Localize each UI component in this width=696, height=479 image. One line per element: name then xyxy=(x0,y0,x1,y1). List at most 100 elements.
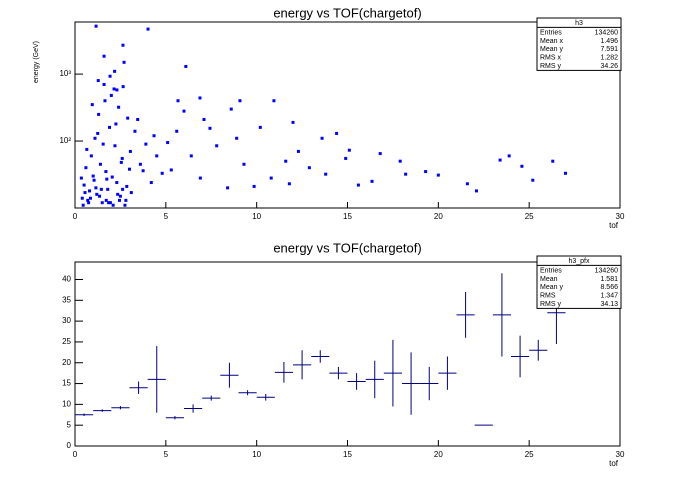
point xyxy=(95,192,99,196)
point xyxy=(91,174,95,178)
point xyxy=(198,96,202,100)
point xyxy=(296,149,300,153)
point xyxy=(121,187,125,191)
point xyxy=(121,85,125,89)
point xyxy=(226,186,230,190)
point xyxy=(320,136,324,140)
point xyxy=(101,142,105,146)
point xyxy=(272,99,276,103)
point xyxy=(128,149,132,153)
y-tick-label: 0 xyxy=(67,441,72,450)
point xyxy=(129,191,133,195)
point xyxy=(80,196,84,200)
stats-key: Mean y xyxy=(540,284,563,291)
point xyxy=(98,162,102,166)
point xyxy=(198,176,202,180)
point xyxy=(102,82,106,86)
point xyxy=(242,162,246,166)
x-tick-label: 20 xyxy=(434,450,443,459)
point xyxy=(324,172,328,176)
stats-key: Entries xyxy=(540,29,562,36)
stats-key: RMS y xyxy=(540,301,562,308)
point xyxy=(94,24,98,28)
point xyxy=(87,201,91,205)
point xyxy=(252,184,256,188)
point xyxy=(141,169,145,173)
point xyxy=(404,172,408,176)
point xyxy=(96,79,100,83)
point xyxy=(146,27,150,31)
y-tick-label: 40 xyxy=(62,275,71,284)
stats-value: 1.347 xyxy=(600,293,618,300)
y-tick-label: 20 xyxy=(62,358,71,367)
point xyxy=(99,187,103,191)
point xyxy=(106,187,110,191)
point xyxy=(307,166,311,170)
point xyxy=(88,189,92,193)
point xyxy=(155,154,159,158)
y-tick-label: 30 xyxy=(62,316,71,325)
point xyxy=(118,194,122,198)
point xyxy=(96,131,100,135)
point xyxy=(136,117,140,121)
point xyxy=(93,136,97,140)
point xyxy=(113,144,117,148)
point xyxy=(182,109,186,113)
stats-value: 1.581 xyxy=(600,276,618,283)
point xyxy=(97,112,101,116)
point xyxy=(115,88,119,92)
y-tick-label: 15 xyxy=(62,379,71,388)
point xyxy=(258,125,262,129)
point xyxy=(189,154,193,158)
point xyxy=(176,99,180,103)
point xyxy=(215,144,219,148)
point xyxy=(125,184,129,188)
x-axis-label: tof xyxy=(609,459,619,468)
point xyxy=(356,183,360,187)
x-tick-label: 20 xyxy=(434,212,443,221)
point xyxy=(347,148,351,152)
point xyxy=(120,156,124,160)
stats-key: Mean x xyxy=(540,38,563,45)
point xyxy=(113,69,117,73)
point xyxy=(116,192,120,196)
point xyxy=(119,160,123,164)
point xyxy=(208,126,212,130)
point xyxy=(110,175,114,179)
point xyxy=(94,186,98,190)
point xyxy=(564,171,567,175)
point xyxy=(123,203,127,207)
stats-key: RMS x xyxy=(540,55,562,62)
y-tick-label: 25 xyxy=(62,337,71,346)
point xyxy=(83,191,87,195)
point xyxy=(90,103,94,107)
stats-key: Entries xyxy=(540,267,562,274)
point xyxy=(160,171,164,175)
stats-value: 1.282 xyxy=(600,55,618,62)
point xyxy=(133,129,137,133)
stats-value: 7.591 xyxy=(600,46,618,53)
point xyxy=(378,152,382,156)
x-tick-label: 10 xyxy=(252,212,261,221)
chart-title: energy vs TOF(chargetof) xyxy=(273,5,421,20)
point xyxy=(166,141,170,145)
point xyxy=(229,107,233,111)
x-tick-label: 30 xyxy=(616,450,625,459)
stats-box xyxy=(536,255,622,309)
point xyxy=(235,136,239,140)
point xyxy=(108,74,112,78)
point xyxy=(121,43,125,47)
point xyxy=(114,122,118,126)
x-tick-label: 25 xyxy=(525,212,534,221)
y-axis-label: energy (GeV) xyxy=(33,41,40,83)
point xyxy=(79,176,83,180)
stats-key: RMS y xyxy=(540,63,562,70)
point xyxy=(436,173,440,177)
point xyxy=(104,170,108,174)
x-tick-label: 25 xyxy=(525,450,534,459)
stats-value: 34.26 xyxy=(600,63,618,70)
stats-value: 34.13 xyxy=(600,301,618,308)
point xyxy=(149,181,153,185)
point xyxy=(152,134,156,138)
